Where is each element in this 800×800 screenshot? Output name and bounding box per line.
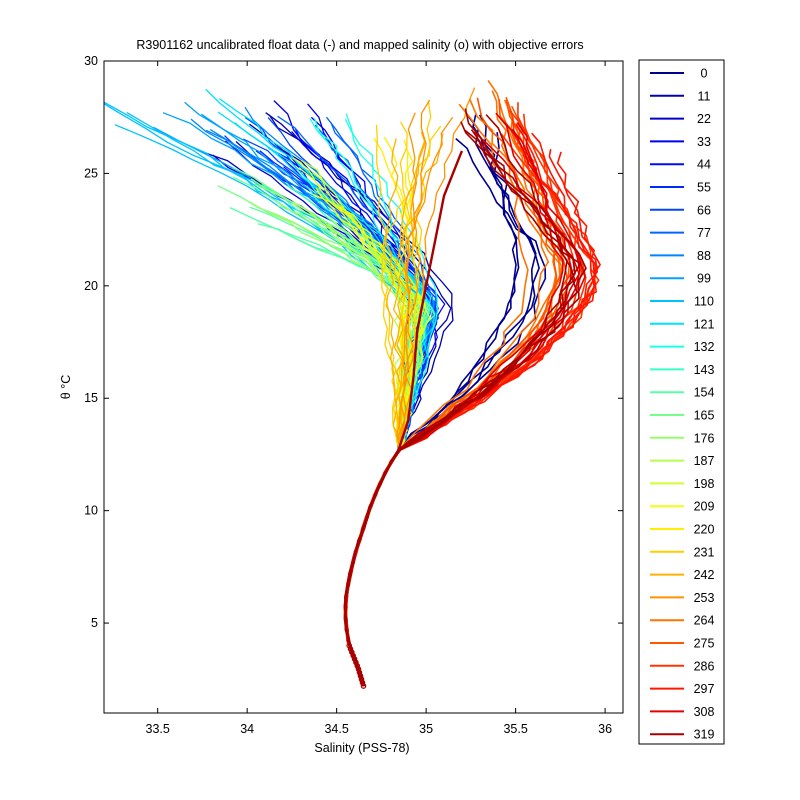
profile-curves xyxy=(104,80,601,689)
legend-label-319: 319 xyxy=(694,728,715,742)
legend-label-66: 66 xyxy=(697,203,711,217)
y-tick-label: 5 xyxy=(91,616,98,630)
x-tick-label: 33.5 xyxy=(146,722,170,736)
legend-label-165: 165 xyxy=(694,409,715,423)
legend-label-33: 33 xyxy=(697,135,711,149)
legend-label-11: 11 xyxy=(698,89,711,103)
legend-label-0: 0 xyxy=(701,67,708,81)
legend-box xyxy=(638,59,725,745)
plot-frame xyxy=(103,60,624,714)
x-tick-label: 35 xyxy=(419,722,433,736)
mapped-salinity-marker xyxy=(360,683,367,689)
legend: 0 11 22 33 44 55 66 77 88 99 110 121 132 143 154 165 176… xyxy=(638,59,725,745)
x-tick-label: 34.5 xyxy=(324,722,348,736)
mapped-salinity-marker xyxy=(359,679,366,686)
y-axis-label: θ °C xyxy=(59,375,73,399)
x-axis-label: Salinity (PSS-78) xyxy=(314,741,409,755)
x-tick-label: 35.5 xyxy=(503,722,527,736)
legend-label-275: 275 xyxy=(694,637,715,651)
legend-label-253: 253 xyxy=(694,591,715,605)
chart-title: R3901162 uncalibrated float data (-) and… xyxy=(136,38,583,52)
legend-label-308: 308 xyxy=(694,705,715,719)
y-tick-label: 20 xyxy=(84,279,98,293)
mapped-salinity-marker xyxy=(346,642,352,649)
legend-label-143: 143 xyxy=(694,363,715,377)
legend-label-77: 77 xyxy=(697,226,711,240)
y-tick-label: 10 xyxy=(84,504,98,518)
mapped-salinity-line xyxy=(344,150,464,687)
legend-label-121: 121 xyxy=(694,317,715,331)
x-tick-label: 36 xyxy=(598,722,612,736)
mapped-salinity-marker xyxy=(357,673,364,679)
legend-label-297: 297 xyxy=(694,682,715,696)
legend-label-264: 264 xyxy=(694,614,715,628)
legend-label-132: 132 xyxy=(694,340,715,354)
legend-label-55: 55 xyxy=(697,181,711,195)
legend-label-88: 88 xyxy=(697,249,711,263)
legend-label-231: 231 xyxy=(694,545,715,559)
legend-label-198: 198 xyxy=(694,477,715,491)
legend-label-286: 286 xyxy=(694,659,715,673)
x-tick-label: 34 xyxy=(240,722,254,736)
legend-label-209: 209 xyxy=(694,500,715,514)
y-tick-label: 25 xyxy=(84,166,98,180)
legend-label-22: 22 xyxy=(697,112,711,126)
y-axis: 5 10 15 20 25 30 xyxy=(84,54,623,630)
legend-label-242: 242 xyxy=(694,568,715,582)
legend-label-110: 110 xyxy=(694,295,714,309)
x-axis: 33.5 34 34.5 35 35.5 36 xyxy=(146,61,612,736)
mapped-salinity-marker xyxy=(356,669,363,676)
mapped-salinity-marker xyxy=(358,676,365,683)
legend-label-187: 187 xyxy=(694,454,715,468)
legend-label-44: 44 xyxy=(697,158,711,172)
legend-label-154: 154 xyxy=(694,386,715,400)
legend-label-220: 220 xyxy=(694,523,715,537)
y-tick-label: 15 xyxy=(84,391,98,405)
legend-label-176: 176 xyxy=(694,431,715,445)
legend-label-99: 99 xyxy=(697,272,711,286)
y-tick-label: 30 xyxy=(84,54,98,68)
